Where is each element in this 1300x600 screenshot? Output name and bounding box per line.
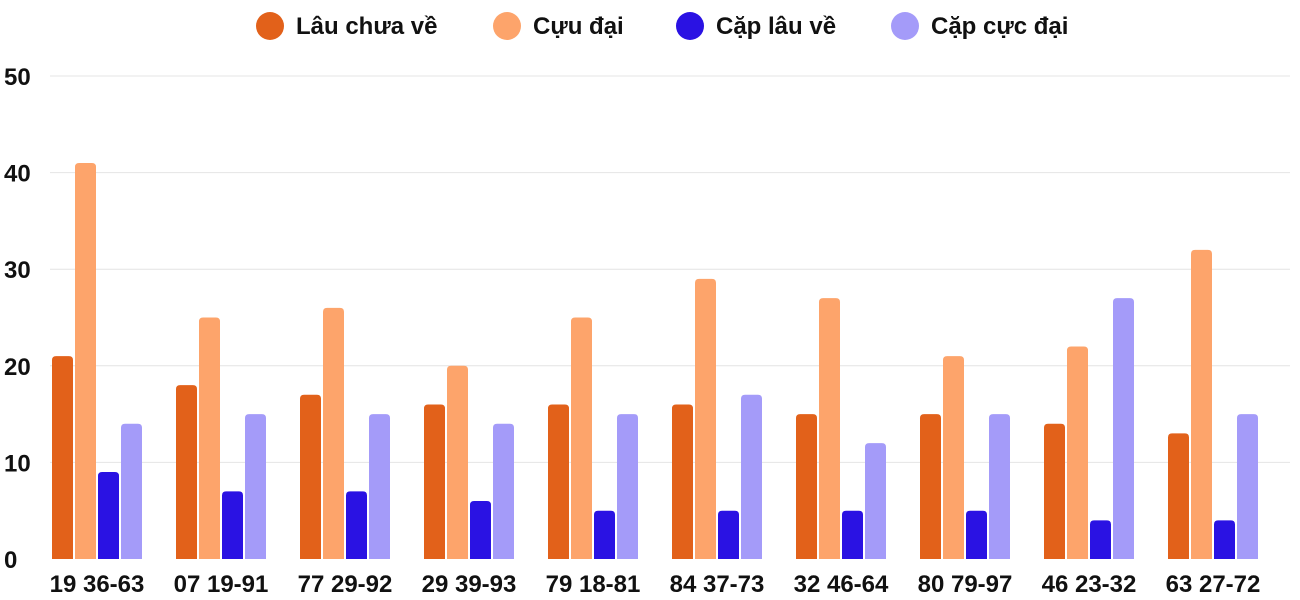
bar-group — [300, 307, 390, 559]
legend-label: Cặp lâu về — [716, 13, 836, 40]
bar[interactable] — [470, 501, 491, 559]
x-tick-label: 07 19-91 — [174, 571, 269, 598]
bar[interactable] — [594, 510, 615, 559]
x-tick-label: 77 29-92 — [298, 571, 393, 598]
bar[interactable] — [796, 414, 817, 559]
legend-marker-icon — [676, 12, 704, 40]
bar[interactable] — [121, 423, 142, 559]
bar[interactable] — [617, 414, 638, 559]
x-tick-label: 46 23-32 — [1042, 571, 1137, 598]
bar-group — [1168, 249, 1258, 559]
bar[interactable] — [1044, 423, 1065, 559]
bar[interactable] — [741, 394, 762, 559]
legend: Lâu chưa về Cựu đại Cặp lâu về Cặp cực đại — [256, 12, 1068, 40]
legend-item-3[interactable]: Cặp lâu về — [676, 12, 836, 40]
bar[interactable] — [943, 356, 964, 559]
bar-group — [672, 278, 762, 559]
bar-group — [920, 356, 1010, 559]
bar[interactable] — [718, 510, 739, 559]
bar[interactable] — [1191, 249, 1212, 559]
bar[interactable] — [842, 510, 863, 559]
bar[interactable] — [369, 414, 390, 559]
bar[interactable] — [1067, 346, 1088, 559]
bar[interactable] — [1113, 298, 1134, 559]
x-tick-label: 84 37-73 — [670, 571, 765, 598]
y-tick-label: 30 — [4, 257, 31, 284]
bar-group — [52, 162, 142, 559]
x-tick-label: 32 46-64 — [794, 571, 889, 598]
x-axis: 19 36-63 07 19-91 77 29-92 29 39-93 79 18-81… — [50, 571, 1261, 598]
bar[interactable] — [176, 385, 197, 559]
bar[interactable] — [75, 162, 96, 559]
legend-marker-icon — [256, 12, 284, 40]
legend-label: Cựu đại — [533, 13, 624, 40]
bar[interactable] — [571, 317, 592, 560]
bar[interactable] — [695, 278, 716, 559]
bar[interactable] — [300, 394, 321, 559]
bar[interactable] — [323, 307, 344, 559]
bar[interactable] — [865, 443, 886, 559]
bar[interactable] — [493, 423, 514, 559]
bar[interactable] — [989, 414, 1010, 559]
grid-lines — [50, 75, 1290, 463]
bar[interactable] — [1237, 414, 1258, 559]
bar[interactable] — [222, 491, 243, 559]
bar[interactable] — [245, 414, 266, 559]
legend-item-4[interactable]: Cặp cực đại — [891, 12, 1068, 40]
y-axis: 0 10 20 30 40 50 — [4, 64, 31, 574]
x-tick-label: 19 36-63 — [50, 571, 145, 598]
bar[interactable] — [447, 365, 468, 559]
bar-group — [176, 317, 266, 560]
y-tick-label: 40 — [4, 161, 31, 188]
bar[interactable] — [1168, 433, 1189, 559]
bar[interactable] — [52, 356, 73, 559]
bar[interactable] — [346, 491, 367, 559]
x-tick-label: 79 18-81 — [546, 571, 641, 598]
bar[interactable] — [98, 472, 119, 559]
legend-label: Cặp cực đại — [931, 13, 1068, 40]
bar[interactable] — [966, 510, 987, 559]
bar[interactable] — [199, 317, 220, 560]
bars — [52, 162, 1258, 560]
x-tick-label: 63 27-72 — [1166, 571, 1261, 598]
y-tick-label: 20 — [4, 354, 31, 381]
y-tick-label: 0 — [4, 547, 17, 574]
legend-marker-icon — [891, 12, 919, 40]
bar[interactable] — [424, 404, 445, 559]
bar-group — [424, 365, 514, 559]
legend-marker-icon — [493, 12, 521, 40]
legend-item-2[interactable]: Cựu đại — [493, 12, 624, 40]
bar[interactable] — [1090, 520, 1111, 559]
bar-group — [1044, 298, 1134, 559]
x-tick-label: 29 39-93 — [422, 571, 517, 598]
y-tick-label: 50 — [4, 64, 31, 91]
bar[interactable] — [548, 404, 569, 559]
y-tick-label: 10 — [4, 450, 31, 477]
bar[interactable] — [819, 298, 840, 559]
legend-label: Lâu chưa về — [296, 13, 437, 40]
bar[interactable] — [672, 404, 693, 559]
bar[interactable] — [1214, 520, 1235, 559]
legend-item-1[interactable]: Lâu chưa về — [256, 12, 437, 40]
bar[interactable] — [920, 414, 941, 559]
bar-group — [548, 317, 638, 560]
x-tick-label: 80 79-97 — [918, 571, 1013, 598]
bar-group — [796, 298, 886, 559]
